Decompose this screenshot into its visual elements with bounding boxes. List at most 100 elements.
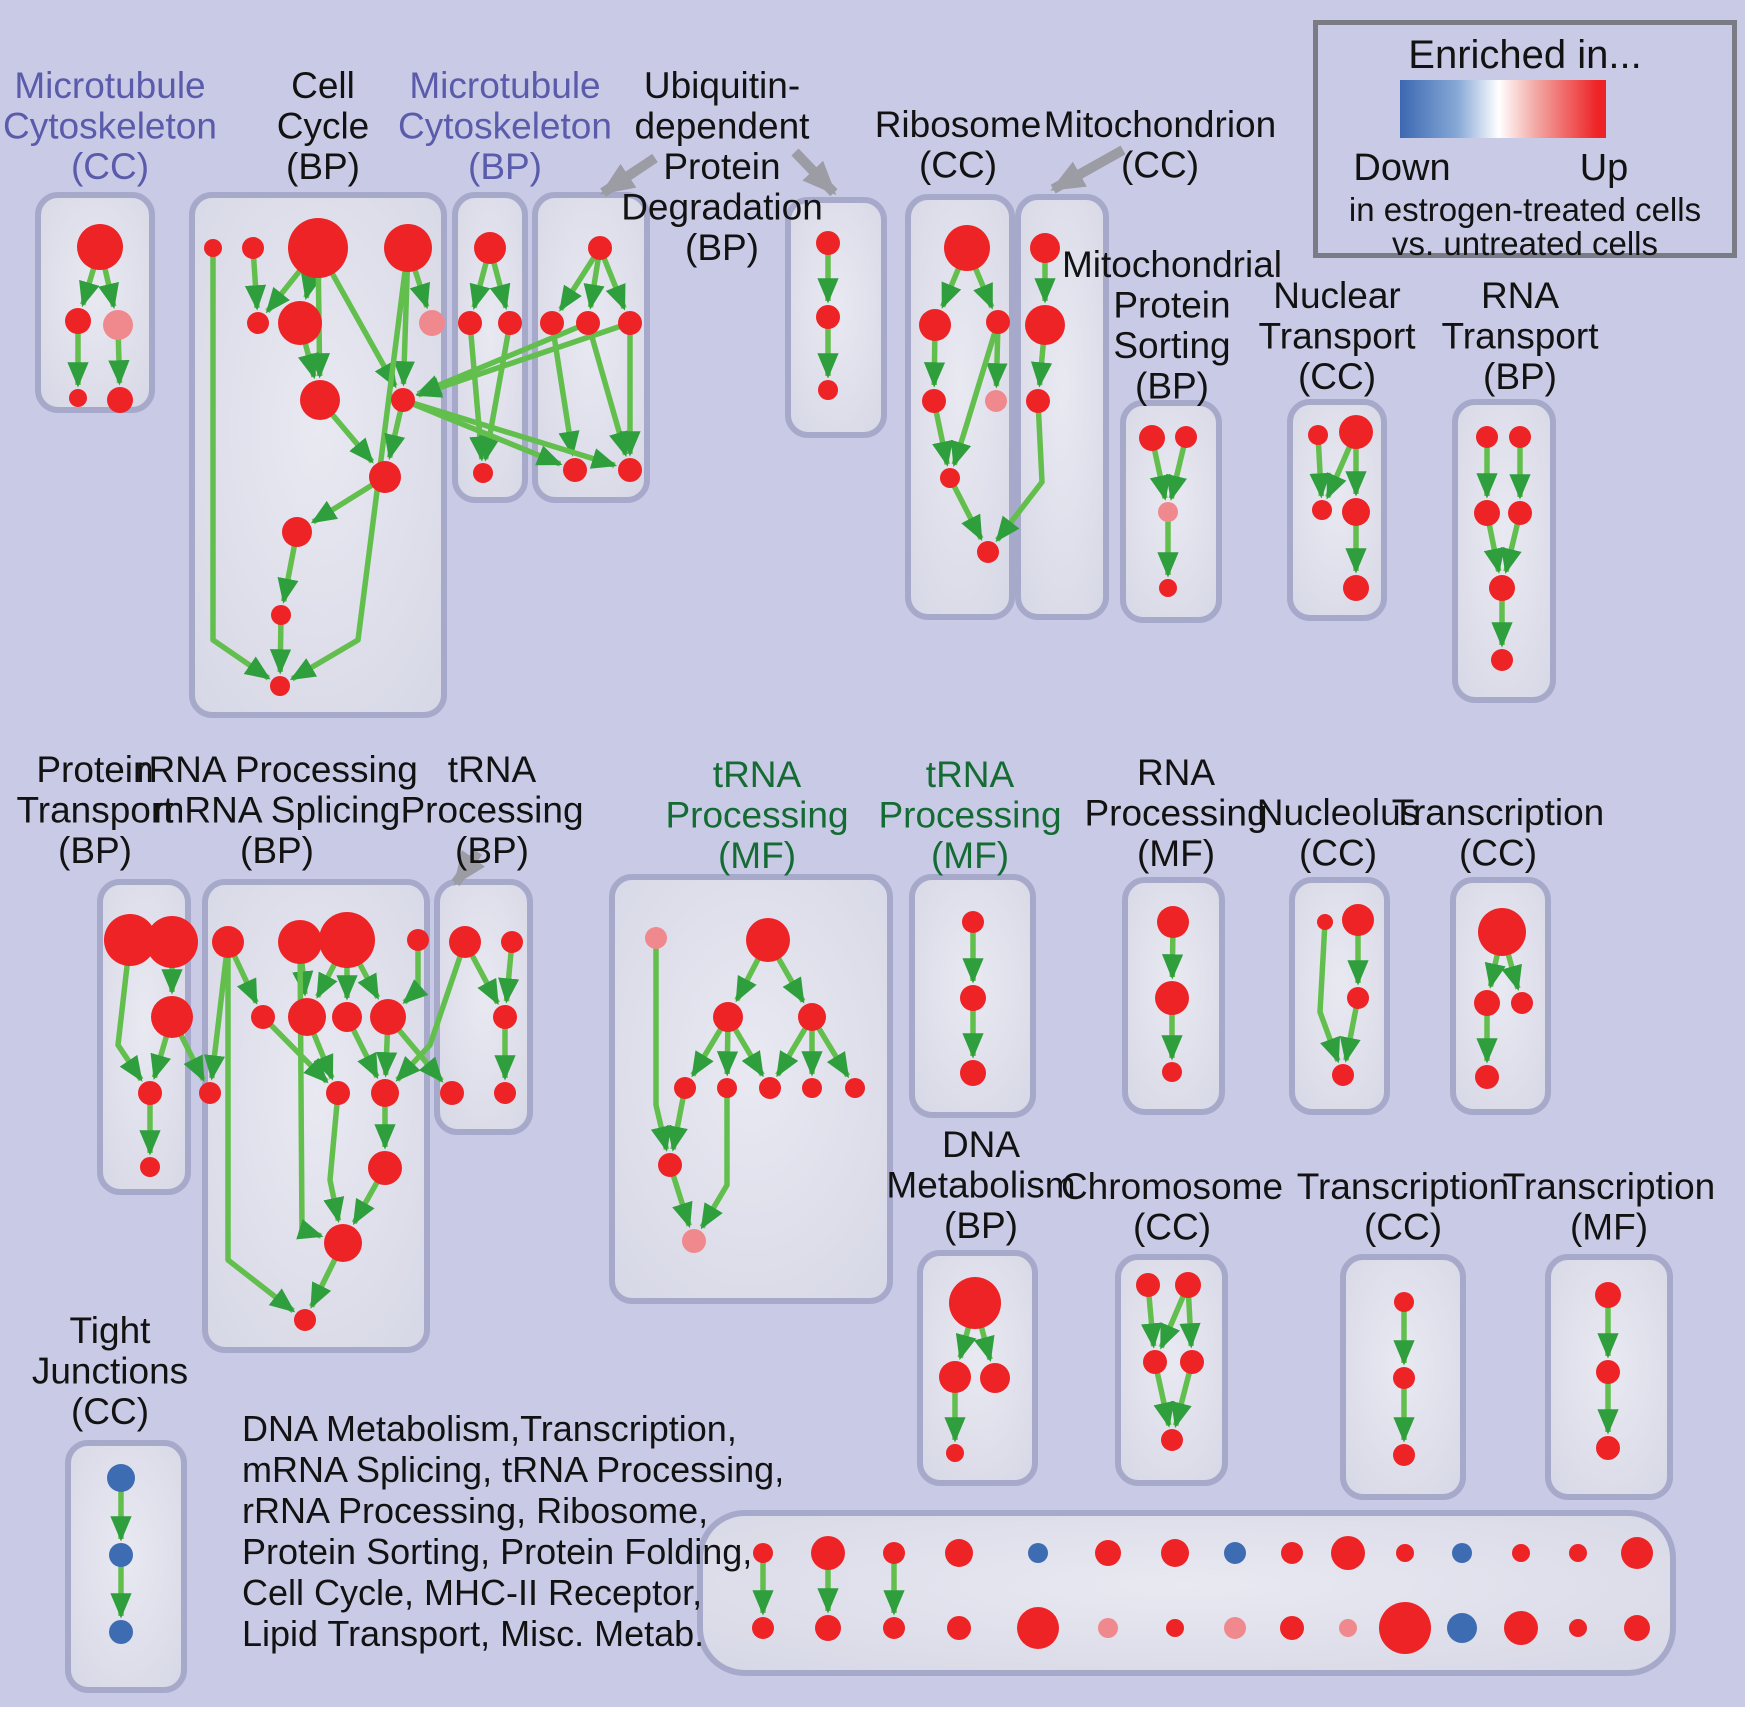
ubiq_a-label: dependent (635, 105, 811, 146)
go-term-node (288, 218, 348, 278)
dna_met-label: (BP) (944, 1205, 1018, 1246)
go-term-node (1017, 1607, 1059, 1649)
go-term-node (278, 301, 322, 345)
go-term-node (1155, 981, 1189, 1015)
rna_mf-label: RNA (1137, 752, 1215, 793)
color-scale-gradient (1400, 80, 1606, 138)
go-term-node (945, 1539, 973, 1567)
go-term-node (1379, 1602, 1431, 1654)
nt-label: (CC) (1298, 356, 1376, 397)
misc-text-line: DNA Metabolism,Transcription, (242, 1408, 737, 1449)
go-term-node (883, 1542, 905, 1564)
go-edge-arrow (585, 322, 630, 458)
trna_mf_sm-label: (MF) (931, 835, 1009, 876)
go-term-node (326, 1081, 350, 1105)
go-term-node (473, 463, 493, 483)
go-term-node (845, 1078, 865, 1098)
go-cross-edge-arrow (402, 397, 618, 469)
go-term-node (1491, 649, 1513, 671)
go-term-node (1098, 1618, 1118, 1638)
go-term-node (1224, 1617, 1246, 1639)
rrna-label: rRNA Processing (136, 749, 418, 790)
go-cross-edge-arrow (395, 941, 468, 1082)
go-term-node (1624, 1615, 1650, 1641)
go-term-node (151, 996, 193, 1038)
go-term-node (1512, 1544, 1530, 1562)
tight-label: (CC) (71, 1391, 149, 1432)
go-term-node (752, 1617, 774, 1639)
misc-cluster-box (697, 1510, 1676, 1676)
go-term-node (540, 311, 564, 335)
go-term-node (940, 468, 960, 488)
trans_cc_bot-label: Transcription (1297, 1166, 1509, 1207)
legend-down-label: Down (1353, 147, 1451, 189)
misc-text-line: rRNA Processing, Ribosome, (242, 1490, 709, 1531)
go-term-node (109, 1543, 133, 1567)
go-term-node (1476, 426, 1498, 448)
go-term-node (440, 1081, 464, 1105)
go-term-node (1143, 1350, 1167, 1374)
go-term-node (251, 1005, 275, 1029)
trans_cc_bot-label: (CC) (1364, 1206, 1442, 1247)
go-term-node (501, 931, 523, 953)
mps-label: Mitochondrial (1062, 244, 1282, 285)
go-term-node (384, 224, 432, 272)
go-term-node (419, 310, 445, 336)
misc-text-line: Lipid Transport, Misc. Metab. (242, 1613, 705, 1654)
nucleolus-label: Nucleolus (1257, 792, 1419, 833)
go-term-node (1026, 389, 1050, 413)
go-edge-arrow (402, 940, 429, 1005)
go-term-node (1393, 1367, 1415, 1389)
pt-label: Protein (36, 749, 153, 790)
go-cross-edge-arrow (415, 320, 631, 398)
go-term-node (980, 1363, 1010, 1393)
mt_cc-label: Microtubule (14, 65, 205, 106)
go-term-node (753, 1543, 773, 1563)
go-edge-arrow (1309, 434, 1331, 499)
rna_mf-label: (MF) (1137, 833, 1215, 874)
go-term-node (65, 308, 91, 334)
go-term-node (270, 676, 290, 696)
legend-subtitle-line2: vs. untreated cells (1392, 225, 1658, 262)
rna_mf-label: Processing (1084, 792, 1267, 833)
trna_mf_lg-label: (MF) (718, 835, 796, 876)
go-edge-arrow (115, 939, 144, 1082)
go-edge-arrow (950, 321, 1001, 468)
go-term-node (494, 1082, 516, 1104)
go-term-node (242, 237, 264, 259)
legend-title: Enriched in... (1408, 33, 1642, 77)
trna_bp-label: tRNA (448, 749, 537, 790)
rt-label: (BP) (1483, 356, 1557, 397)
go-term-node (883, 1617, 905, 1639)
go-term-node (107, 387, 133, 413)
go-term-node (1136, 1273, 1160, 1297)
go-edge-arrow (650, 938, 672, 1152)
go-term-node (247, 312, 269, 334)
ubiq_a-label: Ubiquitin- (644, 65, 800, 106)
go-term-node (658, 1153, 682, 1177)
go-term-node (1343, 575, 1369, 601)
go-term-node (759, 1077, 781, 1099)
go-term-node (1025, 305, 1065, 345)
go-edge-arrow (225, 942, 296, 1313)
go-term-node (109, 1620, 133, 1644)
go-term-node (618, 311, 642, 335)
go-term-node (1394, 1292, 1414, 1312)
go-term-node (369, 461, 401, 493)
go-term-node (104, 914, 156, 966)
go-term-node (474, 232, 506, 264)
go-term-node (1396, 1544, 1414, 1562)
mt_cc-label: Cytoskeleton (3, 105, 217, 146)
go-term-node (1508, 501, 1532, 525)
go-term-node (1447, 1613, 1477, 1643)
go-term-node (816, 305, 840, 329)
go-term-node (1139, 425, 1165, 451)
mt_bp-label: (BP) (468, 146, 542, 187)
cc-label: Cell (291, 65, 355, 106)
go-term-node (371, 1079, 399, 1107)
go-term-node (947, 1616, 971, 1640)
go-edge-arrow (947, 476, 984, 541)
ribosome-label: Ribosome (875, 104, 1042, 145)
go-term-node (1331, 1536, 1365, 1570)
trna_mf_lg-label: tRNA (713, 754, 802, 795)
